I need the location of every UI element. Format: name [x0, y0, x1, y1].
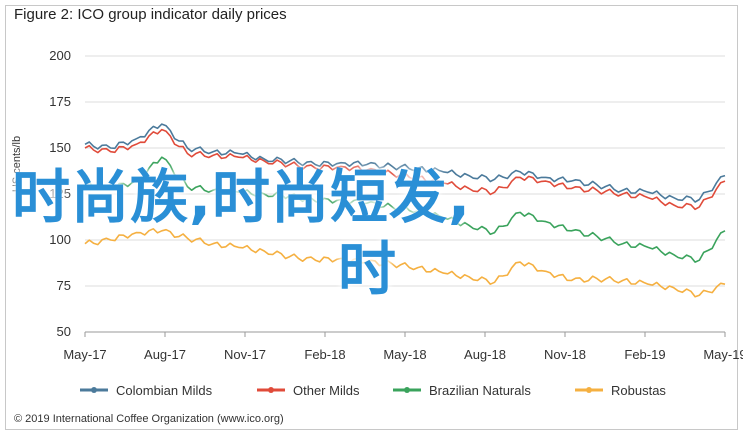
x-tick-label: May-18 [383, 347, 426, 362]
y-tick-label: 200 [49, 48, 71, 63]
y-tick-label: 75 [57, 278, 71, 293]
x-tick-label: Nov-17 [224, 347, 266, 362]
y-axis-label: US cents/lb [11, 136, 23, 192]
x-tick-label: Aug-17 [144, 347, 186, 362]
legend-marker [586, 387, 592, 393]
legend-label: Brazilian Naturals [429, 383, 531, 398]
chart-title: Figure 2: ICO group indicator daily pric… [14, 6, 287, 23]
copyright-footer: © 2019 International Coffee Organization… [14, 413, 284, 425]
legend-label: Other Milds [293, 383, 360, 398]
x-tick-label: May-19 [703, 347, 743, 362]
x-tick-label: Aug-18 [464, 347, 506, 362]
y-tick-label: 150 [49, 140, 71, 155]
y-tick-label: 100 [49, 232, 71, 247]
series-line [84, 123, 726, 203]
chart-frame [5, 5, 738, 430]
legend-label: Colombian Milds [116, 383, 213, 398]
x-tick-label: May-17 [63, 347, 106, 362]
series-line [84, 228, 726, 298]
y-tick-label: 125 [49, 186, 71, 201]
x-tick-label: Feb-19 [624, 347, 665, 362]
legend-marker [404, 387, 410, 393]
legend-marker [91, 387, 97, 393]
legend-label: Robustas [611, 383, 666, 398]
overlay-text-line-2: 时 [338, 235, 398, 303]
x-tick-label: Nov-18 [544, 347, 586, 362]
y-tick-label: 50 [57, 324, 71, 339]
overlay-text-line-1: 时尚族,时尚短发, [12, 163, 472, 231]
series-line [84, 128, 726, 211]
legend-marker [268, 387, 274, 393]
x-tick-label: Feb-18 [304, 347, 345, 362]
series-line [84, 156, 726, 263]
y-tick-label: 175 [49, 94, 71, 109]
